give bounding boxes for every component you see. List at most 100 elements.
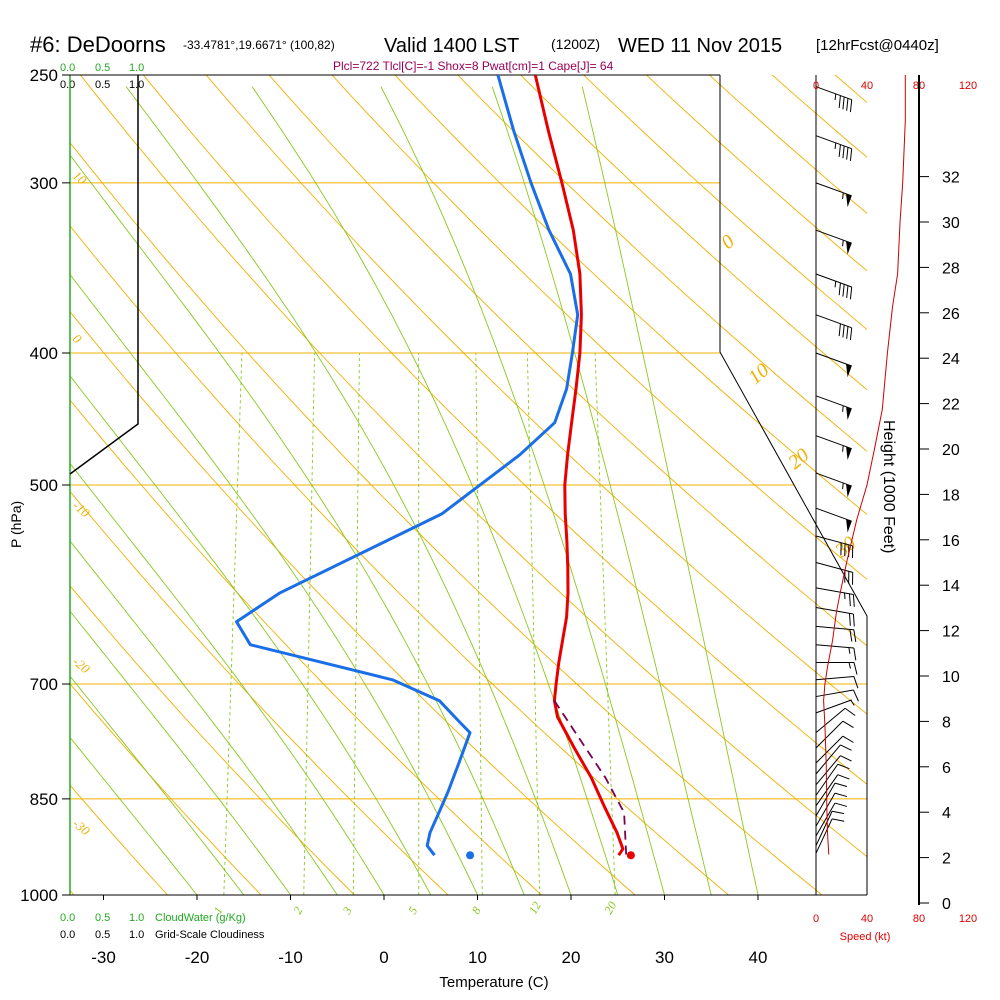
series-temperature-line	[533, 75, 625, 857]
height-tick-label: 22	[942, 397, 960, 414]
wind-barb-staff	[815, 135, 852, 150]
speed-top-tick: 0	[813, 80, 819, 92]
cloud-water-bottom-label: 0.0	[60, 912, 75, 924]
isobar-lines	[70, 74, 867, 896]
wind-barb	[815, 802, 848, 837]
wind-barb-staff	[815, 644, 854, 649]
mixing-ratio-label: 2	[290, 904, 305, 916]
height-tick-label: 14	[942, 578, 960, 595]
wind-barb-flag	[834, 802, 848, 807]
wind-barb-half-flag	[834, 93, 837, 101]
height-tick-label: 10	[942, 669, 960, 686]
wind-barb-half-flag	[848, 662, 851, 669]
temperature-tick-label: -30	[91, 948, 116, 967]
wind-barb-flag	[834, 792, 848, 798]
wind-barb	[815, 675, 859, 689]
wind-barb-staff	[815, 86, 852, 101]
speed-bottom-tick: 80	[913, 913, 925, 925]
wind-barb	[815, 352, 852, 378]
pressure-tick-label: 250	[30, 66, 58, 85]
wind-barb	[815, 644, 857, 661]
wind-speed-profile-line	[823, 75, 906, 855]
wind-barbs	[815, 86, 859, 854]
valid-time: Valid 1400 LST	[384, 35, 519, 57]
surface-dewpoint-marker	[466, 851, 475, 860]
station-coords: -33.4781°,19.6671° (100,82)	[183, 38, 335, 52]
sounding-series	[235, 75, 628, 857]
wind-barb-flag	[846, 326, 849, 339]
cloudiness-bottom-label: 0.5	[95, 929, 110, 941]
dry-adiabat-line	[70, 399, 542, 895]
speed-bottom-tick: 40	[861, 913, 873, 925]
wind-barb-flag	[848, 593, 851, 607]
height-tick-label: 0	[942, 896, 951, 913]
wind-barb-flag	[842, 720, 854, 728]
wind-barb-half-flag	[842, 192, 844, 199]
wind-barb-flag	[852, 594, 855, 607]
dry-adiabat-line	[268, 75, 867, 647]
wind-barb	[815, 182, 852, 208]
mixing-ratio-line	[526, 352, 541, 895]
wind-barb-flag	[849, 327, 853, 341]
wind-barb-flag	[842, 284, 845, 297]
wind-barb-flag	[853, 647, 857, 661]
wind-barb-staff	[815, 587, 854, 595]
wind-barb-staff	[815, 472, 852, 487]
cloud-water-top-label: 0.5	[95, 62, 110, 74]
wind-barb-pennant	[846, 483, 852, 498]
wind-barb-flag	[834, 782, 848, 787]
wind-barb-flag	[842, 96, 845, 110]
height-axis-title: Height (1000 Feet)	[880, 420, 897, 553]
temperature-tick-label: 0	[379, 948, 388, 967]
wind-barb-flag	[849, 286, 853, 300]
height-tick-label: 12	[942, 624, 960, 641]
wind-barb-pennant	[846, 193, 852, 208]
wind-barb-flag	[852, 614, 855, 627]
moist-adiabat-line	[581, 86, 759, 895]
moist-adiabat-line	[491, 86, 712, 895]
wind-barb	[815, 755, 852, 786]
wind-barb-flag	[853, 676, 859, 689]
pressure-axis-title: P (hPa)	[8, 501, 24, 548]
wind-barb-pennant	[846, 363, 852, 378]
wind-speed-axis-labels: 0 40 80 120 0 40 80 120 Speed (kt)	[813, 80, 977, 943]
wind-barb-staff	[815, 782, 836, 817]
dry-adiabat-line	[70, 225, 729, 895]
wind-barb-flag	[842, 325, 845, 338]
dry-adiabat-line	[834, 75, 867, 103]
wind-barb	[815, 135, 853, 162]
speed-top-tick: 120	[959, 80, 977, 92]
temperature-tick-label: -20	[185, 948, 210, 967]
dry-adiabat-line	[394, 75, 867, 516]
moist-adiabat-line	[70, 610, 291, 895]
wind-barb-half-flag	[850, 699, 855, 706]
temperature-tick-label: -10	[278, 948, 303, 967]
wind-barb	[815, 720, 854, 749]
wind-barb-flag	[840, 755, 852, 762]
wind-barb	[815, 735, 854, 764]
forecast-run: [12hrFcst@0440z]	[816, 37, 939, 54]
wind-barb-flag	[840, 744, 852, 751]
wind-barb	[815, 818, 845, 854]
mixing-ratio-label: 5	[405, 904, 420, 916]
height-tick-label: 6	[942, 760, 951, 777]
mixing-ratio-label: 12	[526, 899, 544, 916]
wind-barb-pennant	[846, 241, 852, 255]
dry-adiabat-line	[70, 784, 168, 895]
cloudiness-top-label: 0.0	[60, 79, 75, 91]
wind-barb-flag	[846, 147, 849, 160]
cloud-water-bottom-label: 0.5	[95, 912, 110, 924]
mixing-ratio-line	[594, 352, 616, 895]
wind-barb-staff	[815, 675, 854, 681]
moist-adiabat-line	[70, 675, 245, 895]
wind-barb-staff	[815, 720, 844, 749]
wind-barb	[816, 662, 858, 675]
wind-barb	[815, 699, 855, 714]
mixing-ratio-line	[352, 353, 360, 895]
wind-barb-flag	[838, 323, 841, 337]
wind-barb	[815, 229, 852, 255]
dry-adiabat-label: 10	[744, 359, 773, 389]
cloudiness-top-label: 1.0	[129, 79, 144, 91]
mixing-ratio-line	[475, 353, 483, 895]
wind-barb-flag	[842, 735, 854, 743]
